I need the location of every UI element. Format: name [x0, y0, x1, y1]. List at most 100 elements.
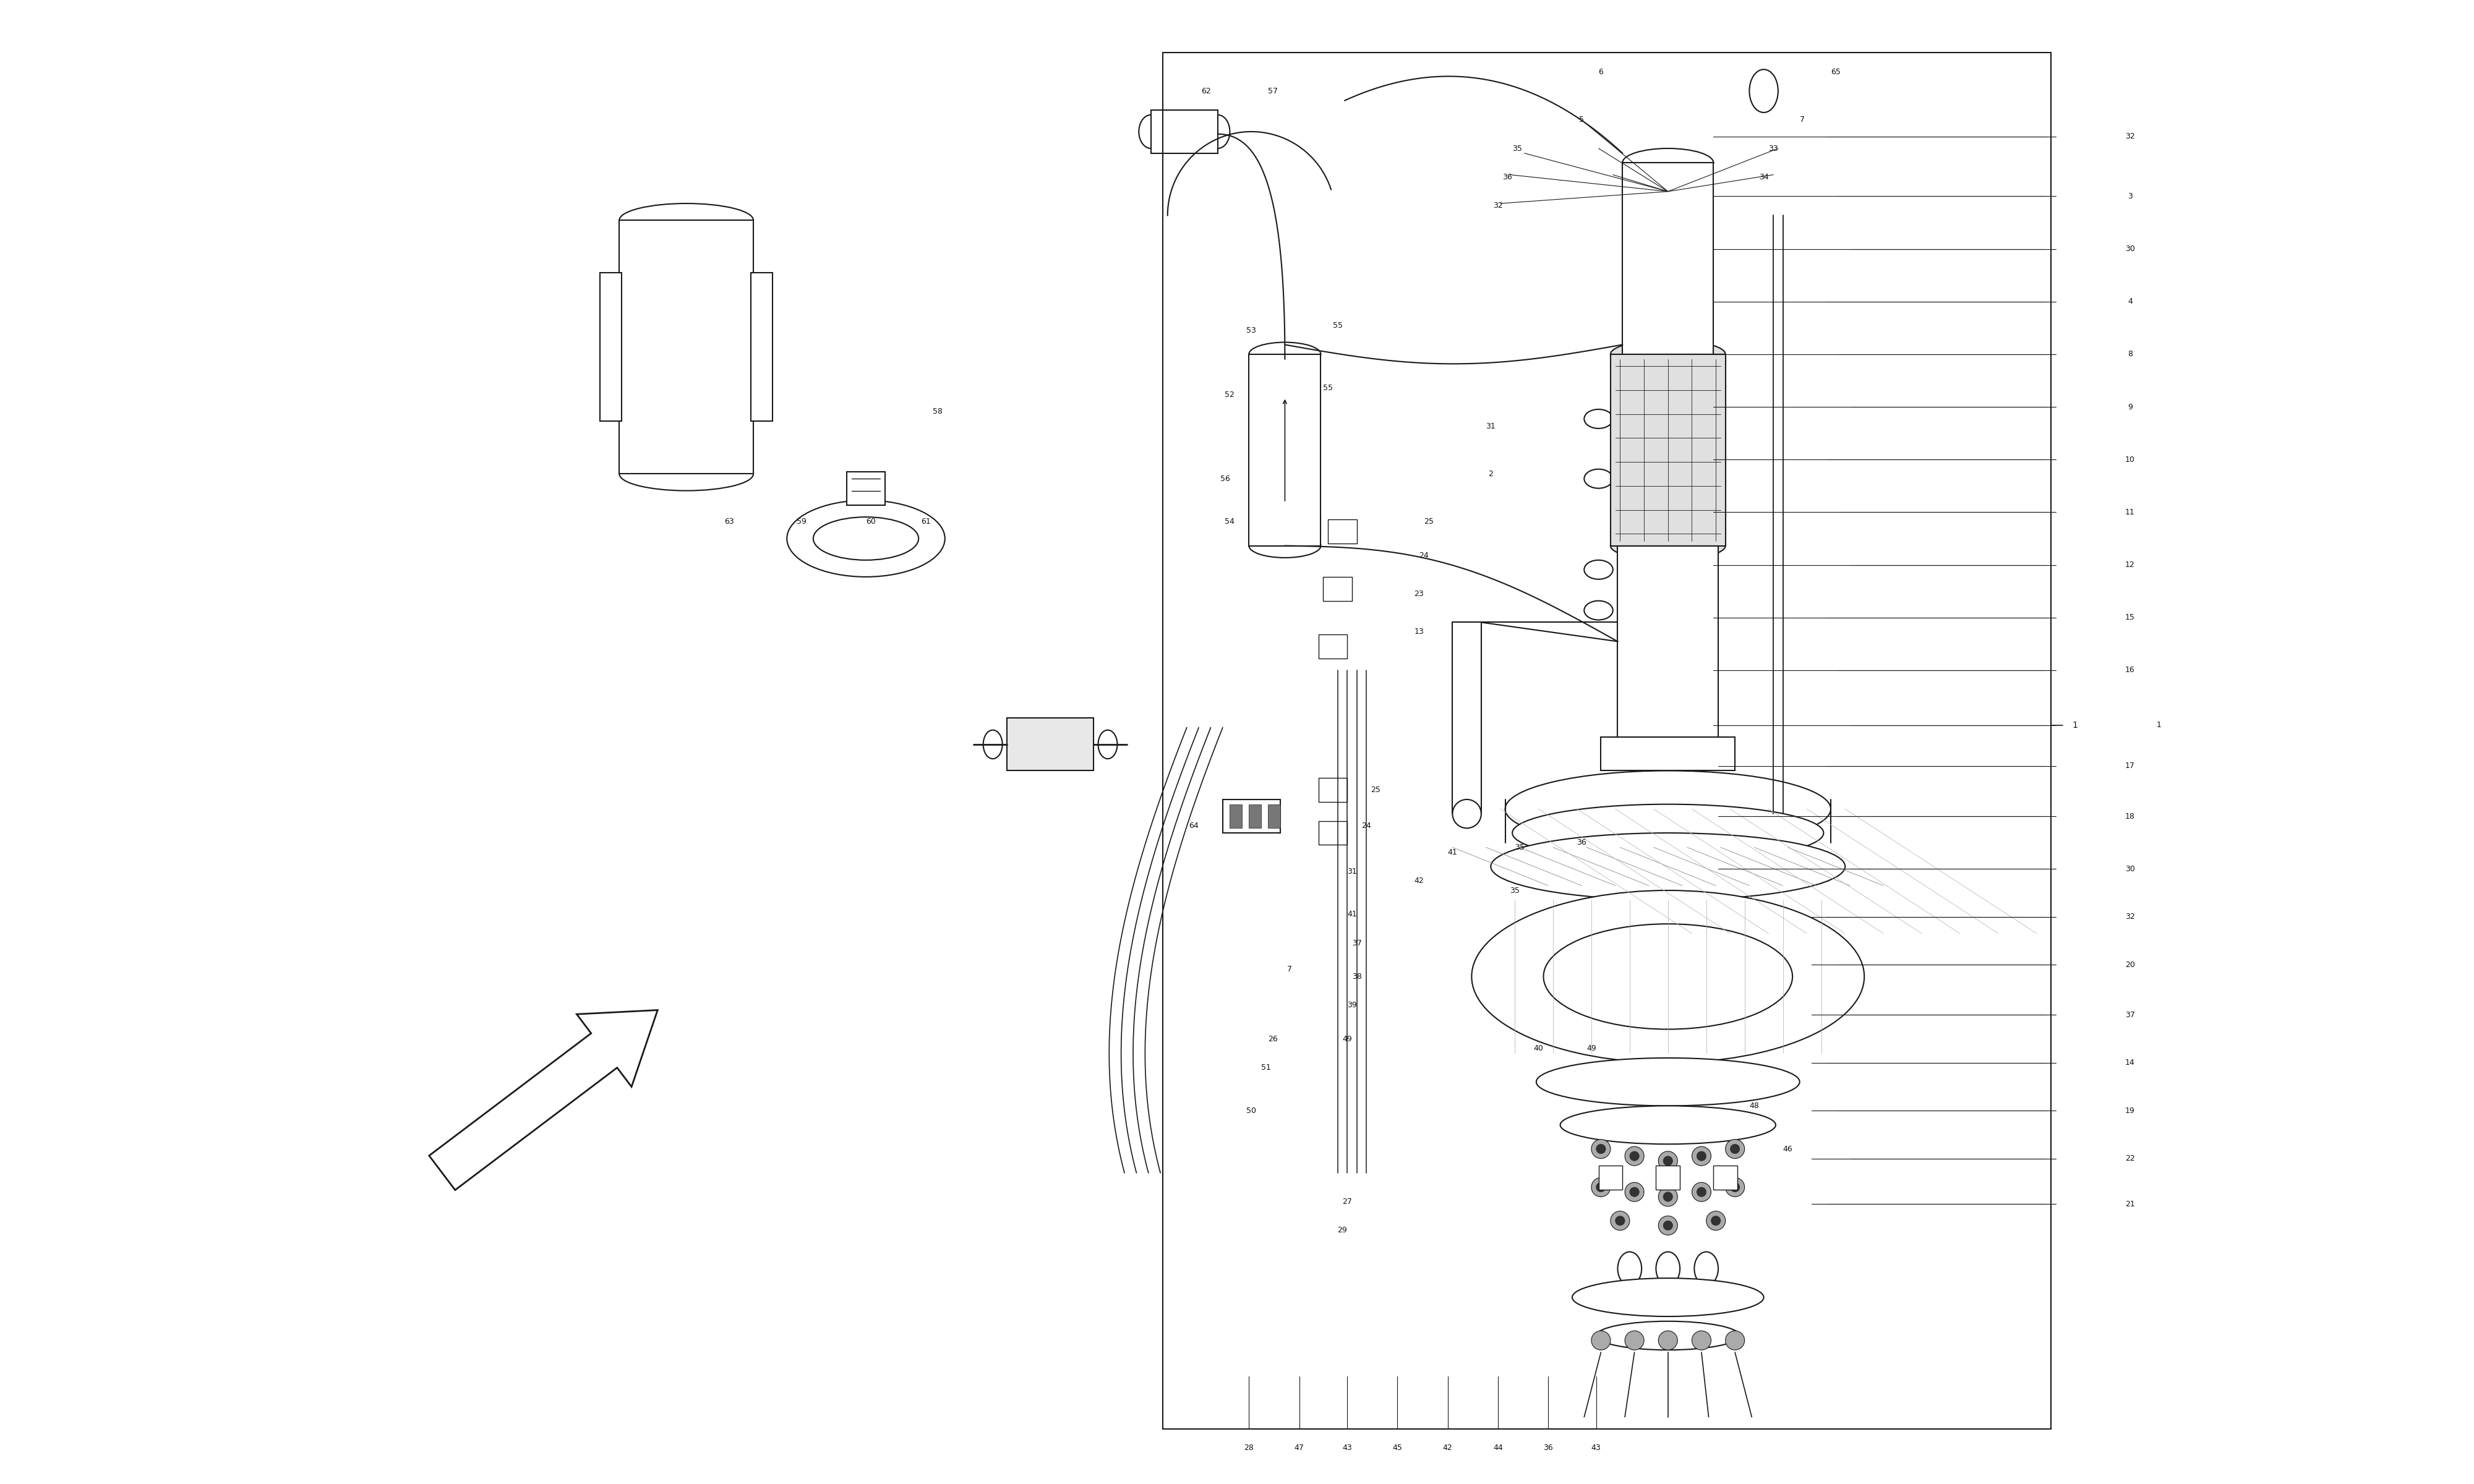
- Text: 37: 37: [1351, 939, 1361, 947]
- Text: 27: 27: [1343, 1198, 1353, 1205]
- Circle shape: [1724, 1331, 1744, 1350]
- Circle shape: [1628, 214, 1643, 227]
- Text: 33: 33: [1769, 144, 1779, 153]
- Circle shape: [1628, 249, 1643, 263]
- Text: 23: 23: [1415, 589, 1425, 598]
- Text: 43: 43: [1343, 1444, 1351, 1453]
- Bar: [1623, 163, 1714, 355]
- Bar: [1007, 718, 1094, 770]
- Text: 2: 2: [1489, 470, 1494, 478]
- Text: 60: 60: [866, 518, 876, 525]
- Ellipse shape: [1249, 343, 1321, 367]
- Bar: [1249, 355, 1321, 546]
- Text: 7: 7: [1799, 116, 1804, 123]
- Circle shape: [1658, 1187, 1677, 1206]
- Circle shape: [1692, 1331, 1712, 1350]
- Text: 52: 52: [1225, 390, 1235, 399]
- Text: 32: 32: [1494, 202, 1502, 209]
- Ellipse shape: [1249, 534, 1321, 558]
- Circle shape: [1591, 1331, 1611, 1350]
- Circle shape: [1633, 180, 1645, 194]
- Bar: [1163, 52, 2051, 1429]
- Circle shape: [1633, 285, 1645, 300]
- Ellipse shape: [1618, 727, 1719, 757]
- Ellipse shape: [1544, 925, 1794, 1030]
- Circle shape: [1697, 1187, 1707, 1196]
- Text: 46: 46: [1784, 1144, 1794, 1153]
- Text: 3: 3: [2128, 193, 2133, 200]
- Text: 25: 25: [1423, 518, 1432, 525]
- Text: 62: 62: [1200, 88, 1210, 95]
- Bar: [1601, 738, 1734, 770]
- Text: 31: 31: [1346, 867, 1356, 876]
- Text: 20: 20: [2125, 960, 2135, 969]
- Ellipse shape: [1512, 804, 1823, 862]
- Circle shape: [1660, 171, 1675, 184]
- Ellipse shape: [1618, 531, 1719, 559]
- Bar: [1319, 634, 1348, 659]
- Text: 26: 26: [1269, 1034, 1277, 1043]
- Ellipse shape: [1695, 1252, 1719, 1285]
- Ellipse shape: [1623, 151, 1714, 175]
- Ellipse shape: [1536, 1058, 1799, 1106]
- Text: 31: 31: [1487, 421, 1497, 430]
- Bar: [1329, 519, 1356, 543]
- Ellipse shape: [1611, 340, 1724, 368]
- Bar: [1714, 1165, 1737, 1190]
- Text: 36: 36: [1576, 838, 1586, 846]
- Text: 49: 49: [1586, 1045, 1596, 1052]
- Text: 38: 38: [1351, 972, 1361, 981]
- Circle shape: [1596, 1183, 1606, 1192]
- Text: 51: 51: [1262, 1064, 1272, 1071]
- Text: 9: 9: [2128, 402, 2133, 411]
- Text: 47: 47: [1294, 1444, 1304, 1453]
- Text: 43: 43: [1591, 1444, 1601, 1453]
- Circle shape: [1697, 1152, 1707, 1160]
- Circle shape: [1660, 292, 1675, 306]
- Circle shape: [1625, 1331, 1645, 1350]
- Bar: [1611, 355, 1724, 546]
- Text: 58: 58: [933, 408, 943, 416]
- Ellipse shape: [1611, 531, 1724, 559]
- Text: 55: 55: [1324, 384, 1333, 392]
- Text: 42: 42: [1442, 1444, 1452, 1453]
- Text: 35: 35: [1509, 886, 1519, 895]
- Text: 30: 30: [2125, 865, 2135, 873]
- Text: 40: 40: [1534, 1045, 1544, 1052]
- Circle shape: [1695, 214, 1710, 227]
- Ellipse shape: [982, 730, 1002, 758]
- Text: 28: 28: [1244, 1444, 1254, 1453]
- Bar: [618, 220, 755, 473]
- Ellipse shape: [787, 500, 945, 577]
- Circle shape: [1712, 1215, 1719, 1226]
- Ellipse shape: [1623, 340, 1714, 368]
- Text: 63: 63: [725, 518, 735, 525]
- Text: 49: 49: [1343, 1034, 1351, 1043]
- Text: 41: 41: [1346, 910, 1356, 919]
- Circle shape: [1663, 1156, 1672, 1165]
- Ellipse shape: [1504, 770, 1831, 847]
- Text: 25: 25: [1371, 787, 1380, 794]
- Text: 4: 4: [2128, 298, 2133, 306]
- Ellipse shape: [1583, 410, 1613, 429]
- Bar: [1222, 800, 1279, 833]
- Circle shape: [1630, 1152, 1640, 1160]
- Text: 56: 56: [1220, 475, 1230, 482]
- Text: 30: 30: [2125, 245, 2135, 252]
- Ellipse shape: [1618, 1252, 1643, 1285]
- Circle shape: [1591, 1140, 1611, 1159]
- Ellipse shape: [1138, 114, 1163, 148]
- Text: 17: 17: [2125, 761, 2135, 770]
- Bar: [846, 472, 886, 505]
- Circle shape: [1729, 1144, 1739, 1153]
- Text: 53: 53: [1247, 326, 1257, 334]
- Text: 22: 22: [2125, 1155, 2135, 1162]
- Circle shape: [1625, 1147, 1645, 1165]
- Text: 5: 5: [1578, 116, 1583, 123]
- Circle shape: [1692, 1183, 1712, 1202]
- Text: 8: 8: [2128, 350, 2133, 358]
- Circle shape: [1658, 1152, 1677, 1171]
- Text: 21: 21: [2125, 1201, 2135, 1208]
- Text: 1: 1: [2073, 721, 2078, 730]
- Bar: [1598, 1165, 1623, 1190]
